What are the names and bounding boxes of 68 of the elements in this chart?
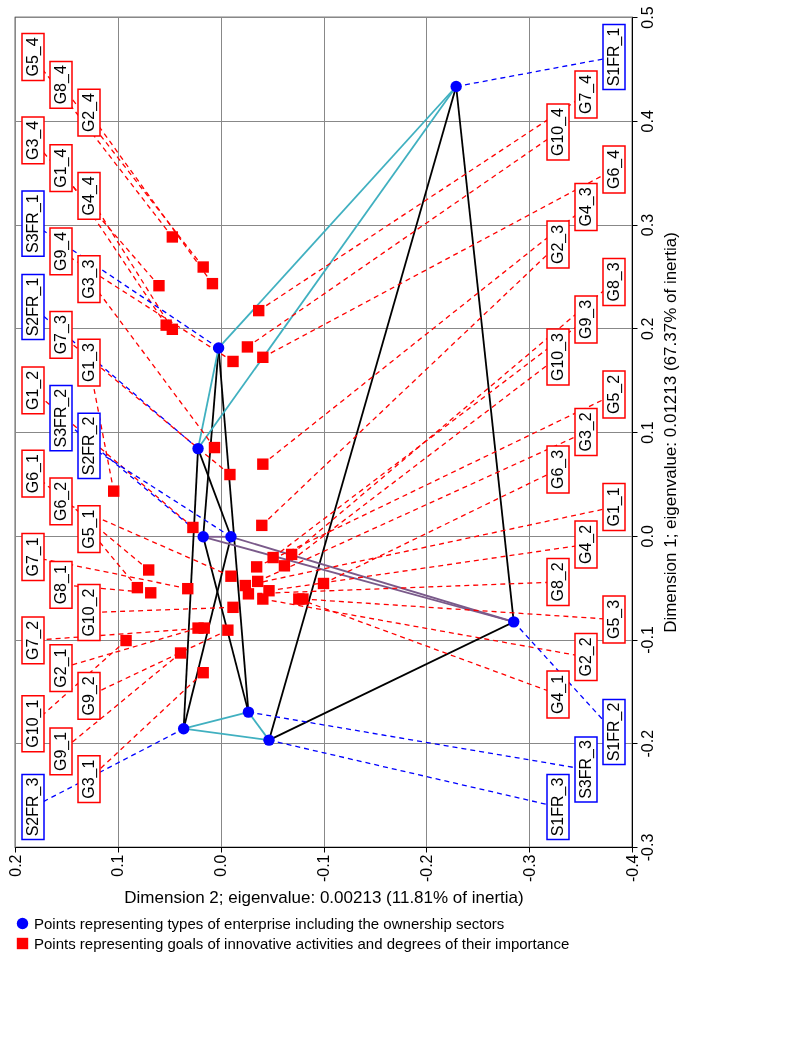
annotation: G5_2 xyxy=(605,374,623,415)
y-axis-title: Dimension 1; eigenvalue: 0.01213 (67.37% of inertia) xyxy=(660,232,680,633)
annotation: G6_2 xyxy=(52,481,70,522)
x-tick-label: -0.2 xyxy=(417,854,435,883)
annotation: G1_1 xyxy=(605,487,623,527)
annotation: G7_4 xyxy=(577,74,595,115)
annotation: S2FR_1 xyxy=(24,277,42,337)
y-tick-label: 0.2 xyxy=(638,317,656,340)
x-axis-title: Dimension 2; eigenvalue: 0.00213 (11.81% of inertia) xyxy=(124,888,524,908)
annotation: G5_1 xyxy=(80,509,98,549)
annotation: G10_4 xyxy=(549,107,567,157)
legend-label: Points representing types of enterprise including the ownership sectors xyxy=(34,914,505,932)
annotation: G4_3 xyxy=(577,187,595,227)
annotation: G7_3 xyxy=(52,315,70,355)
y-tick-label: 0.4 xyxy=(638,110,656,133)
y-tick-label: -0.2 xyxy=(638,729,656,758)
annotation: S3FR_2 xyxy=(52,388,70,448)
annotation: G1_2 xyxy=(24,370,42,410)
annotation: G8_2 xyxy=(549,562,567,602)
annotation: S1FR_1 xyxy=(605,27,623,87)
annotation: G9_1 xyxy=(52,731,70,772)
annotation: G10_2 xyxy=(80,588,98,637)
annotation: S2FR_2 xyxy=(80,416,98,476)
y-tick-label: 0.0 xyxy=(638,525,656,548)
annotation: G4_4 xyxy=(80,176,98,216)
annotation: G2_3 xyxy=(549,224,567,265)
x-tick-label: -0.1 xyxy=(315,854,332,883)
annotation: G7_1 xyxy=(24,537,42,577)
annotation: G9_2 xyxy=(80,676,98,716)
y-tick-label: 0.3 xyxy=(638,213,656,237)
x-tick-label: 0.0 xyxy=(212,854,230,877)
annotation: S1FR_2 xyxy=(605,702,623,762)
annotation: G5_4 xyxy=(24,37,42,77)
annotation: G2_2 xyxy=(577,637,595,677)
annotation: G5_3 xyxy=(605,599,623,640)
y-tick-label: 0.5 xyxy=(638,6,656,29)
annotation: G6_1 xyxy=(24,453,42,494)
annotation: G10_1 xyxy=(24,699,42,748)
annotation: G3_4 xyxy=(24,120,42,160)
annotation: G2_1 xyxy=(52,648,70,688)
annotation: S3FR_1 xyxy=(24,194,42,254)
annotation: G4_2 xyxy=(577,524,595,565)
annotation: G4_1 xyxy=(549,674,567,715)
y-tick-label: -0.1 xyxy=(638,626,656,654)
annotation: S1FR_3 xyxy=(549,777,567,837)
annotation: G8_4 xyxy=(52,65,70,105)
annotation: G1_3 xyxy=(80,342,98,383)
annotation: S3FR_3 xyxy=(577,740,595,799)
annotation: G2_4 xyxy=(80,92,98,133)
x-tick-label: -0.3 xyxy=(520,854,538,883)
annotation: G10_3 xyxy=(549,332,567,382)
annotation: G9_4 xyxy=(52,231,70,272)
y-tick-label: 0.1 xyxy=(638,421,656,444)
annotation: G6_3 xyxy=(549,449,567,490)
annotation: G7_2 xyxy=(24,620,42,660)
annotation: G3_1 xyxy=(80,759,98,799)
annotation: G6_4 xyxy=(605,149,623,190)
annotation: G1_4 xyxy=(52,148,70,188)
annotation: G3_2 xyxy=(577,412,595,452)
x-tick-label: -0.4 xyxy=(623,854,641,883)
annotation: G8_1 xyxy=(52,565,70,605)
annotation: G9_3 xyxy=(577,299,595,340)
legend-label: Points representing goals of innovative activities and degrees of their importance xyxy=(34,934,570,952)
x-tick-label: 0.1 xyxy=(109,854,127,877)
annotation: S2FR_3 xyxy=(24,777,42,837)
annotation: G3_3 xyxy=(80,259,98,299)
x-tick-label: 0.2 xyxy=(6,854,24,877)
annotation: G8_3 xyxy=(605,262,623,302)
